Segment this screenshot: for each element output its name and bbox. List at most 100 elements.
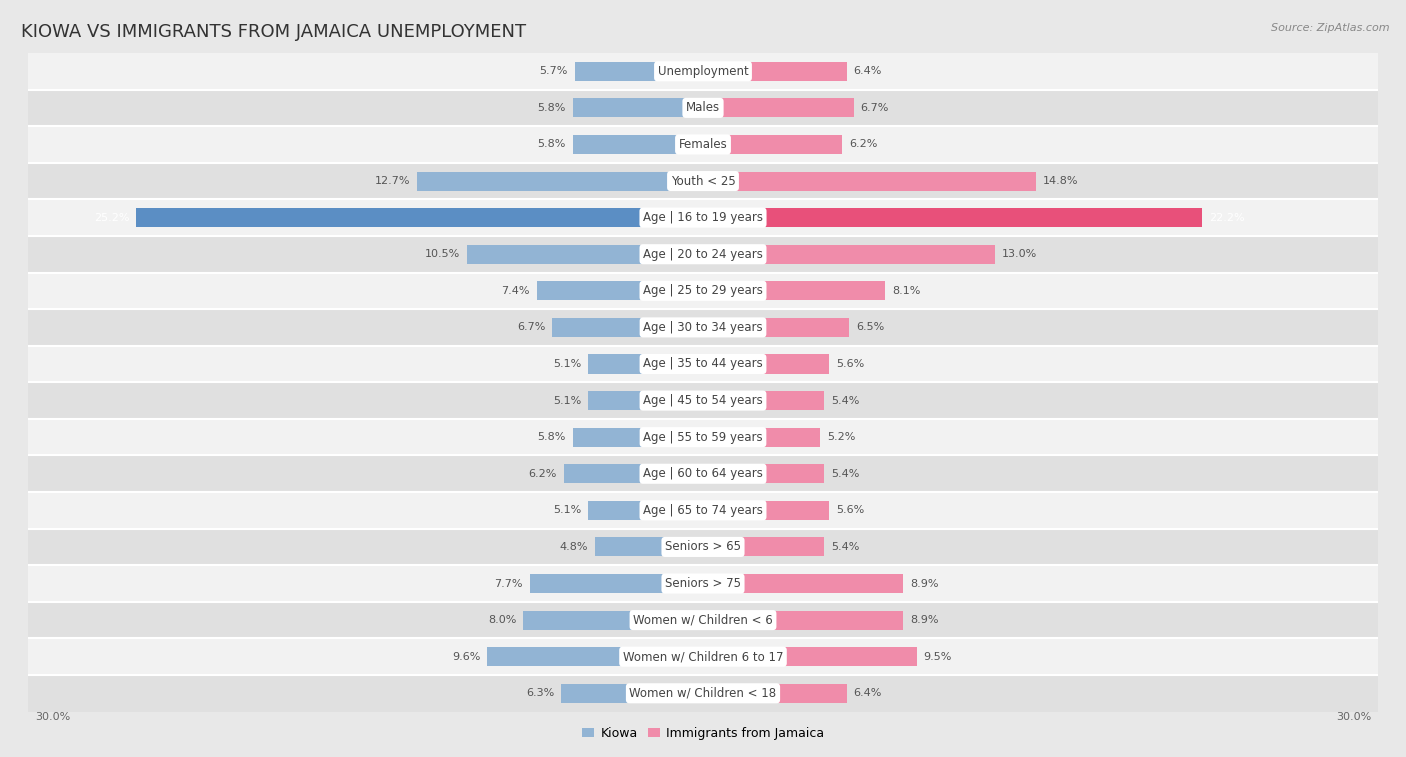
Text: 5.8%: 5.8% — [537, 103, 565, 113]
Text: 30.0%: 30.0% — [35, 712, 70, 721]
Text: 5.1%: 5.1% — [554, 359, 582, 369]
Bar — [703, 391, 824, 410]
Text: Age | 30 to 34 years: Age | 30 to 34 years — [643, 321, 763, 334]
Text: 25.2%: 25.2% — [94, 213, 129, 223]
Bar — [703, 62, 846, 81]
Bar — [28, 602, 1378, 638]
Text: Women w/ Children < 18: Women w/ Children < 18 — [630, 687, 776, 699]
Text: 4.8%: 4.8% — [560, 542, 588, 552]
Text: 22.2%: 22.2% — [1209, 213, 1244, 223]
Bar — [28, 236, 1378, 273]
Bar — [703, 318, 849, 337]
Text: 5.6%: 5.6% — [835, 506, 863, 516]
Bar — [703, 428, 820, 447]
Text: Age | 35 to 44 years: Age | 35 to 44 years — [643, 357, 763, 370]
Text: 5.4%: 5.4% — [831, 469, 859, 478]
Text: Age | 16 to 19 years: Age | 16 to 19 years — [643, 211, 763, 224]
Text: 5.4%: 5.4% — [831, 396, 859, 406]
Bar — [703, 245, 995, 263]
Bar — [530, 574, 703, 593]
Text: 12.7%: 12.7% — [375, 176, 411, 186]
Bar — [588, 391, 703, 410]
Bar — [572, 428, 703, 447]
Text: 6.5%: 6.5% — [856, 322, 884, 332]
Text: Youth < 25: Youth < 25 — [671, 175, 735, 188]
Text: 9.6%: 9.6% — [451, 652, 481, 662]
Text: 8.9%: 8.9% — [910, 615, 938, 625]
Bar — [28, 309, 1378, 346]
Bar — [28, 346, 1378, 382]
Bar — [136, 208, 703, 227]
Text: 14.8%: 14.8% — [1043, 176, 1078, 186]
Bar — [418, 172, 703, 191]
Bar — [523, 611, 703, 630]
Text: Seniors > 75: Seniors > 75 — [665, 577, 741, 590]
Bar — [28, 163, 1378, 199]
Text: 6.2%: 6.2% — [529, 469, 557, 478]
Bar — [28, 675, 1378, 712]
Text: 30.0%: 30.0% — [1336, 712, 1371, 721]
Bar — [703, 464, 824, 483]
Bar — [588, 501, 703, 520]
Text: Age | 55 to 59 years: Age | 55 to 59 years — [643, 431, 763, 444]
Text: 6.4%: 6.4% — [853, 688, 882, 698]
Bar — [703, 684, 846, 702]
Text: Age | 60 to 64 years: Age | 60 to 64 years — [643, 467, 763, 480]
Text: 8.0%: 8.0% — [488, 615, 516, 625]
Bar — [28, 199, 1378, 236]
Text: 5.8%: 5.8% — [537, 432, 565, 442]
Text: Age | 20 to 24 years: Age | 20 to 24 years — [643, 248, 763, 260]
Text: Women w/ Children < 6: Women w/ Children < 6 — [633, 614, 773, 627]
Bar — [486, 647, 703, 666]
Text: 6.7%: 6.7% — [860, 103, 889, 113]
Text: 5.6%: 5.6% — [835, 359, 863, 369]
Bar — [703, 501, 830, 520]
Bar — [703, 208, 1202, 227]
Bar — [28, 126, 1378, 163]
Text: 5.7%: 5.7% — [540, 67, 568, 76]
Text: Age | 65 to 74 years: Age | 65 to 74 years — [643, 504, 763, 517]
Bar — [28, 565, 1378, 602]
Bar — [28, 419, 1378, 456]
Bar — [703, 574, 903, 593]
Bar — [588, 354, 703, 373]
Bar — [703, 98, 853, 117]
Bar — [572, 98, 703, 117]
Bar — [28, 89, 1378, 126]
Bar — [28, 456, 1378, 492]
Text: 7.7%: 7.7% — [495, 578, 523, 588]
Bar — [703, 172, 1036, 191]
Bar — [595, 537, 703, 556]
Text: 6.7%: 6.7% — [517, 322, 546, 332]
Bar — [703, 282, 886, 301]
Text: Seniors > 65: Seniors > 65 — [665, 540, 741, 553]
Bar — [703, 135, 842, 154]
Text: 5.4%: 5.4% — [831, 542, 859, 552]
Bar — [28, 528, 1378, 565]
Text: 13.0%: 13.0% — [1002, 249, 1038, 259]
Bar — [553, 318, 703, 337]
Text: Age | 25 to 29 years: Age | 25 to 29 years — [643, 285, 763, 298]
Bar — [467, 245, 703, 263]
Text: Females: Females — [679, 138, 727, 151]
Text: 10.5%: 10.5% — [425, 249, 460, 259]
Bar — [703, 537, 824, 556]
Bar — [575, 62, 703, 81]
Text: Unemployment: Unemployment — [658, 65, 748, 78]
Bar — [28, 382, 1378, 419]
Text: 5.1%: 5.1% — [554, 396, 582, 406]
Text: 5.2%: 5.2% — [827, 432, 855, 442]
Text: 8.9%: 8.9% — [910, 578, 938, 588]
Text: 6.3%: 6.3% — [526, 688, 554, 698]
Bar — [703, 354, 830, 373]
Text: Males: Males — [686, 101, 720, 114]
Bar — [28, 273, 1378, 309]
Text: 6.2%: 6.2% — [849, 139, 877, 149]
Bar — [537, 282, 703, 301]
Text: 6.4%: 6.4% — [853, 67, 882, 76]
Bar — [28, 492, 1378, 528]
Bar — [572, 135, 703, 154]
Bar — [703, 611, 903, 630]
Text: Source: ZipAtlas.com: Source: ZipAtlas.com — [1271, 23, 1389, 33]
Bar — [561, 684, 703, 702]
